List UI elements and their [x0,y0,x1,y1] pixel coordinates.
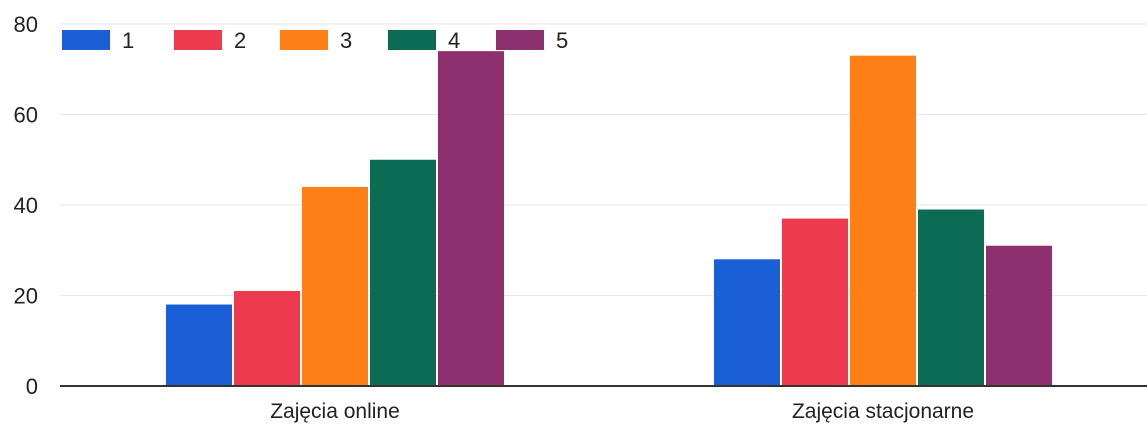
bar [782,218,848,386]
bar-group [166,51,504,387]
bar [714,259,780,386]
axis-layer: 0 20 40 60 80 Zajęcia online Zajęcia stacjonar… [14,12,1147,423]
legend-item: 3 [280,28,352,53]
legend-label: 4 [448,28,460,53]
legend-item: 5 [496,28,568,53]
legend-swatch [62,30,110,50]
legend-swatch [174,30,222,50]
legend-item: 2 [174,28,246,53]
bar [438,51,504,387]
legend-item: 4 [388,28,460,53]
bar [234,290,300,386]
y-tick-label: 60 [14,103,38,128]
y-tick-label: 0 [26,374,38,399]
legend-swatch [280,30,328,50]
x-category-label: Zajęcia online [270,400,400,423]
legend-item: 1 [62,28,134,53]
bar [370,159,436,386]
x-category-label: Zajęcia stacjonarne [792,400,974,423]
legend-label: 1 [122,28,134,53]
legend-label: 2 [234,28,246,53]
y-tick-label: 40 [14,193,38,218]
bars-layer [166,51,1052,387]
legend-label: 3 [340,28,352,53]
bar [302,186,368,386]
bar-group [714,55,1052,387]
y-tick-label: 80 [14,12,38,37]
bar [918,209,984,386]
legend-swatch [496,30,544,50]
y-tick-label: 20 [14,284,38,309]
bar [850,55,916,387]
bar [166,304,232,386]
bar [986,245,1052,386]
legend: 1 2 3 4 5 [62,28,568,53]
legend-label: 5 [556,28,568,53]
legend-swatch [388,30,436,50]
